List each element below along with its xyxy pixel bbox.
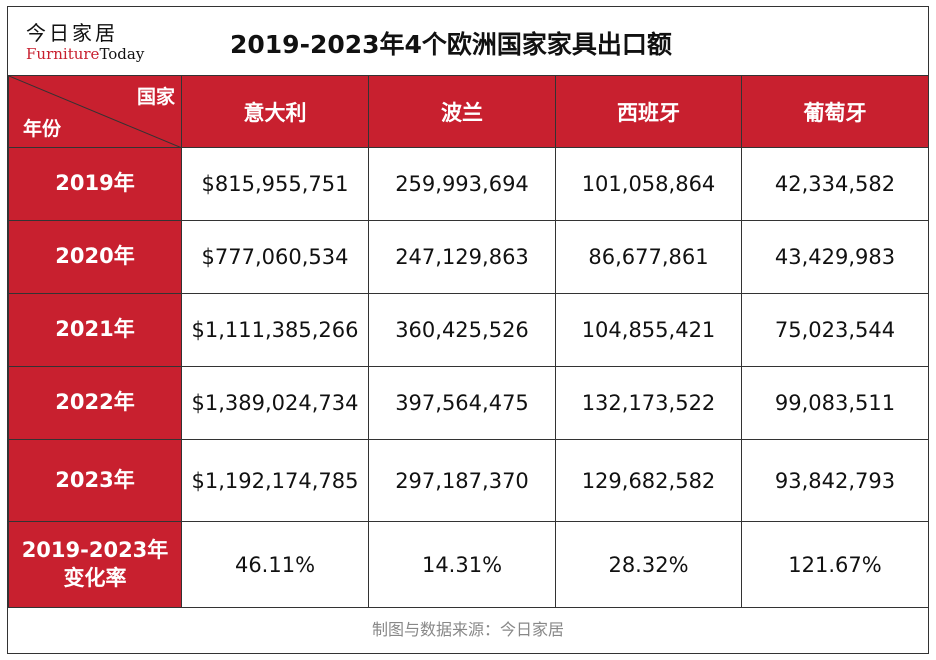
table-cell: 46.11% <box>181 521 369 608</box>
logo-en: FurnitureToday <box>26 45 144 63</box>
table-cell: 247,129,863 <box>368 220 556 294</box>
table-row: 2020年 $777,060,534 247,129,863 86,677,86… <box>8 220 929 294</box>
table-cell: $815,955,751 <box>181 147 369 221</box>
logo-en-part1: Furniture <box>26 45 100 63</box>
table-cell: 360,425,526 <box>368 293 556 367</box>
table-cell: 43,429,983 <box>741 220 929 294</box>
table-cell: 42,334,582 <box>741 147 929 221</box>
table-cell: 397,564,475 <box>368 366 556 440</box>
row-label: 2020年 <box>8 220 182 294</box>
corner-row-label: 年份 <box>23 118 62 140</box>
table-frame: 今日家居 FurnitureToday 2019-2023年4个欧洲国家家具出口… <box>7 6 929 654</box>
header-row: 国家 年份 意大利 波兰 西班牙 葡萄牙 <box>8 75 929 148</box>
table-row: 2019-2023年变化率 46.11% 14.31% 28.32% 121.6… <box>8 521 929 608</box>
row-label: 2021年 <box>8 293 182 367</box>
corner-col-label: 国家 <box>136 86 175 108</box>
table-cell: $1,192,174,785 <box>181 439 369 522</box>
table-cell: 75,023,544 <box>741 293 929 367</box>
table-row: 2022年 $1,389,024,734 397,564,475 132,173… <box>8 366 929 440</box>
table-row: 2019年 $815,955,751 259,993,694 101,058,8… <box>8 147 929 221</box>
row-label: 2019-2023年变化率 <box>8 521 182 608</box>
row-label: 2022年 <box>8 366 182 440</box>
source-footer: 制图与数据来源：今日家居 <box>371 620 564 639</box>
col-header: 意大利 <box>181 75 369 148</box>
table-cell: 121.67% <box>741 521 929 608</box>
table-cell: 86,677,861 <box>555 220 742 294</box>
chart-title: 2019-2023年4个欧洲国家家具出口额 <box>230 30 672 59</box>
header: 今日家居 FurnitureToday 2019-2023年4个欧洲国家家具出口… <box>8 7 928 76</box>
col-header: 波兰 <box>368 75 556 148</box>
corner-cell: 国家 年份 <box>8 75 182 148</box>
corner-diagonal <box>9 76 180 147</box>
table-cell: 132,173,522 <box>555 366 742 440</box>
table-cell: 14.31% <box>368 521 556 608</box>
table-cell: $1,111,385,266 <box>181 293 369 367</box>
table-cell: 104,855,421 <box>555 293 742 367</box>
table-cell: 297,187,370 <box>368 439 556 522</box>
col-header: 西班牙 <box>555 75 742 148</box>
table-cell: $777,060,534 <box>181 220 369 294</box>
table-cell: 93,842,793 <box>741 439 929 522</box>
data-table: 国家 年份 意大利 波兰 西班牙 葡萄牙 2019年 $815,955,751 … <box>8 75 929 608</box>
table-cell: 101,058,864 <box>555 147 742 221</box>
table-cell: 259,993,694 <box>368 147 556 221</box>
logo-en-part2: Today <box>99 45 145 63</box>
table-cell: $1,389,024,734 <box>181 366 369 440</box>
table-cell: 28.32% <box>555 521 742 608</box>
table-cell: 99,083,511 <box>741 366 929 440</box>
table-cell: 129,682,582 <box>555 439 742 522</box>
row-label: 2023年 <box>8 439 182 522</box>
table-row: 2023年 $1,192,174,785 297,187,370 129,682… <box>8 439 929 522</box>
col-header: 葡萄牙 <box>741 75 929 148</box>
table-row: 2021年 $1,111,385,266 360,425,526 104,855… <box>8 293 929 367</box>
logo-cn: 今日家居 <box>26 21 118 45</box>
row-label: 2019年 <box>8 147 182 221</box>
